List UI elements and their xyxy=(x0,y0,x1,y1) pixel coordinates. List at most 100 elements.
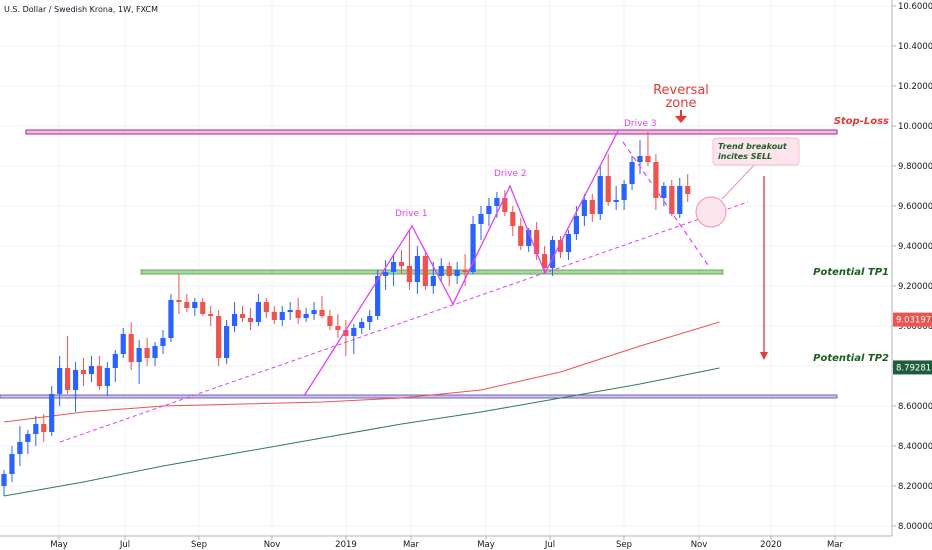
candle-body xyxy=(589,200,595,214)
reversal-arrow-head xyxy=(675,116,687,123)
candle-up xyxy=(549,236,556,276)
candle-up xyxy=(279,306,285,326)
rising-trendline xyxy=(59,201,749,443)
candle-down xyxy=(335,314,341,338)
candle-body xyxy=(343,330,349,336)
candle-up xyxy=(72,362,79,412)
candle-body xyxy=(279,312,285,320)
candle-body xyxy=(510,212,516,226)
candle-body xyxy=(247,318,254,322)
candle-up xyxy=(597,166,603,220)
candle-up xyxy=(160,330,166,354)
candle-down xyxy=(510,206,516,236)
price-label-bg xyxy=(893,312,932,327)
candle-down xyxy=(502,190,508,216)
candle-body xyxy=(208,314,214,316)
candle-body xyxy=(263,302,269,312)
candle-up xyxy=(168,294,174,342)
candle-down xyxy=(645,132,651,166)
candle-up xyxy=(120,328,126,358)
candle-down xyxy=(184,294,190,312)
candle-up xyxy=(629,156,635,190)
candle-up xyxy=(25,430,31,454)
x-tick-label: Sep xyxy=(191,540,207,550)
candle-up xyxy=(383,260,389,290)
candle-body xyxy=(152,346,158,358)
candle-up xyxy=(438,258,444,282)
candle-up xyxy=(104,362,110,396)
candle-up xyxy=(677,178,683,218)
stop-loss-zone xyxy=(25,129,838,135)
candle-body xyxy=(383,272,389,276)
y-tick-label: 8.60000 xyxy=(898,402,932,412)
candle-down xyxy=(685,174,691,202)
candle-body xyxy=(255,302,261,322)
reversal-label-line1: Reversal xyxy=(653,83,709,98)
candle-body xyxy=(17,442,23,454)
candle-down xyxy=(295,298,301,324)
candle-body xyxy=(581,200,587,216)
candle-down xyxy=(589,194,595,222)
candle-down xyxy=(446,262,452,286)
candle-body xyxy=(390,262,397,272)
x-tick-label: Jul xyxy=(544,540,555,550)
x-tick-label: 2020 xyxy=(760,540,782,550)
candle-up xyxy=(359,318,365,334)
candle-body xyxy=(414,256,420,282)
candle-up xyxy=(287,302,293,320)
candles xyxy=(1,132,691,496)
x-tick-label: Nov xyxy=(264,540,281,550)
candle-body xyxy=(200,302,206,314)
candle-body xyxy=(454,270,460,276)
x-tick-label: 2019 xyxy=(335,540,357,550)
candle-body xyxy=(526,230,532,246)
callout-box xyxy=(712,137,800,166)
y-tick-label: 10.20000 xyxy=(898,82,932,92)
candle-body xyxy=(359,322,365,328)
y-tick-label: 10.00000 xyxy=(898,122,932,132)
candle-up xyxy=(255,294,261,326)
sell-arrow-head xyxy=(760,352,768,360)
candle-body xyxy=(677,186,683,214)
candle-body xyxy=(462,270,468,272)
candle-body xyxy=(629,162,635,184)
candle-down xyxy=(406,230,413,290)
candle-body xyxy=(542,254,548,268)
moving-average-slow xyxy=(3,367,720,497)
callout-connector xyxy=(721,162,757,200)
candle-down xyxy=(65,336,71,394)
candle-body xyxy=(406,266,413,282)
candle-body xyxy=(502,198,508,212)
stop-loss-band xyxy=(25,129,838,135)
candle-body xyxy=(613,200,619,202)
candle-body xyxy=(160,338,166,346)
candle-body xyxy=(136,348,142,362)
candle-down xyxy=(605,154,611,206)
candle-up xyxy=(231,302,238,332)
candle-up xyxy=(1,470,7,496)
candle-down xyxy=(398,250,405,274)
candle-body xyxy=(176,300,182,302)
candle-body xyxy=(287,310,293,312)
drive1-label: Drive 1 xyxy=(395,209,428,219)
candle-up xyxy=(613,186,619,210)
candle-body xyxy=(144,348,150,358)
candle-up xyxy=(581,194,587,226)
y-tick-label: 8.00000 xyxy=(898,522,932,532)
candle-body xyxy=(573,216,579,234)
candle-up xyxy=(390,254,397,286)
candle-down xyxy=(271,306,277,324)
breakout-marker xyxy=(695,196,727,228)
candle-up xyxy=(136,340,142,384)
candle-up xyxy=(311,302,317,320)
candle-down xyxy=(176,274,182,314)
candle-body xyxy=(128,334,134,362)
y-axis: 8.000008.200008.400008.600008.800009.000… xyxy=(892,2,932,532)
callout-line2: incites SELL xyxy=(718,152,772,161)
candle-down xyxy=(653,154,659,210)
candle-down xyxy=(200,298,206,316)
candle-up xyxy=(57,356,63,406)
candle-body xyxy=(597,176,603,214)
three-drive-pattern xyxy=(303,130,619,397)
candle-body xyxy=(88,366,95,374)
